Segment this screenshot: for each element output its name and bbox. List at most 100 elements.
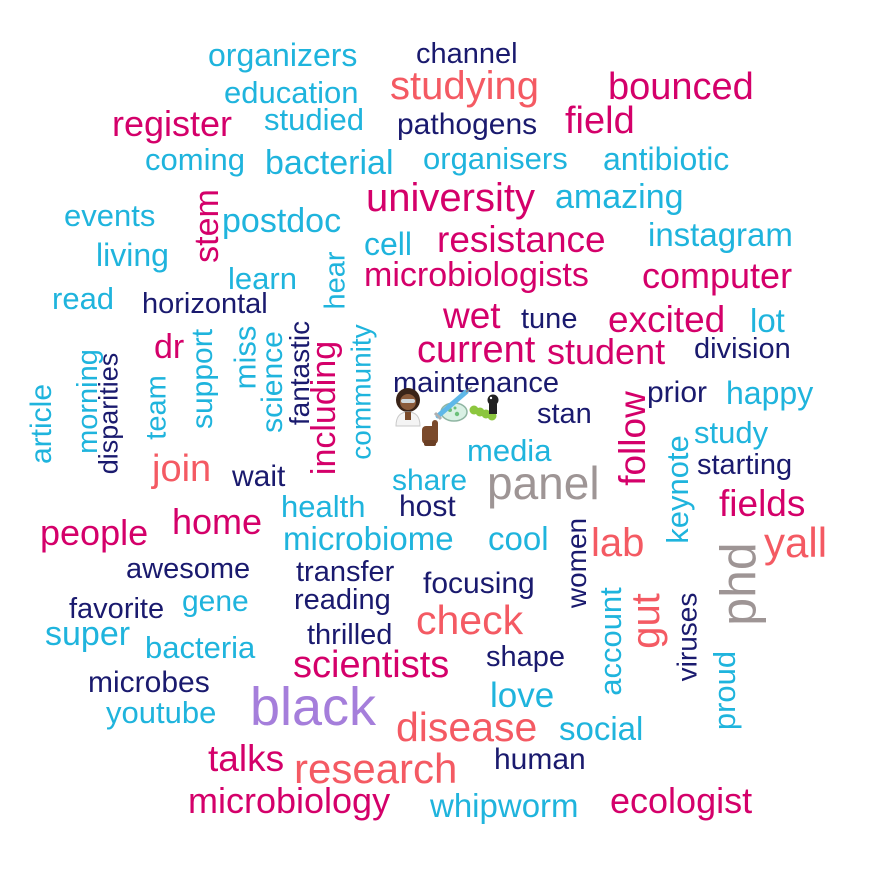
word: check: [416, 597, 524, 643]
word: starting: [697, 449, 793, 481]
word: happy: [726, 375, 814, 411]
word: lab: [591, 521, 645, 565]
word: panel: [487, 457, 600, 509]
woman-scientist-icon: [395, 388, 421, 427]
word: black: [250, 677, 377, 737]
word: host: [399, 490, 456, 523]
word: wet: [443, 295, 501, 336]
word: resistance: [437, 219, 606, 260]
word: maintenance: [393, 367, 560, 399]
word: horizontal: [142, 288, 268, 320]
word: current: [417, 329, 536, 371]
word: ecologist: [610, 780, 753, 821]
word: hear: [319, 251, 352, 310]
word: favorite: [69, 593, 165, 625]
word: lot: [750, 302, 785, 339]
word: coming: [145, 142, 245, 177]
word: awesome: [126, 553, 251, 585]
word: gene: [182, 585, 249, 618]
word: article: [25, 383, 59, 465]
caterpillar-icon: [469, 394, 499, 421]
word: women: [561, 517, 593, 609]
word: follow: [611, 391, 653, 486]
word: keynote: [659, 435, 695, 544]
word: tune: [521, 303, 578, 335]
word: human: [494, 743, 586, 776]
word: media: [467, 433, 552, 468]
word: cool: [488, 520, 549, 557]
word: home: [172, 501, 263, 542]
emoji-cluster: [392, 386, 502, 450]
word: computer: [642, 255, 793, 296]
word: phd: [710, 542, 767, 626]
word: studied: [264, 102, 364, 137]
word: focusing: [423, 567, 535, 600]
word: research: [294, 745, 458, 792]
word: account: [592, 587, 628, 696]
word: people: [40, 512, 149, 553]
word: prior: [647, 376, 708, 409]
word: instagram: [648, 216, 793, 253]
word: bacteria: [145, 630, 256, 665]
word: community: [345, 324, 377, 460]
word: learn: [228, 261, 297, 296]
word: whipworm: [430, 787, 579, 824]
word: yall: [764, 519, 828, 566]
word: team: [140, 375, 173, 440]
word: super: [45, 615, 131, 653]
word: register: [112, 103, 233, 144]
word: bounced: [608, 66, 754, 108]
word: postdoc: [222, 202, 342, 240]
word: health: [281, 489, 366, 524]
word: transfer: [296, 556, 395, 588]
word: dr: [154, 328, 185, 366]
word: field: [565, 100, 635, 142]
word: organisers: [423, 141, 568, 176]
word: organizers: [208, 37, 358, 73]
word: stem: [187, 189, 226, 263]
word: youtube: [106, 695, 217, 730]
word: microbiology: [188, 780, 391, 821]
word: microbiologists: [364, 256, 589, 294]
word: fields: [719, 483, 806, 524]
word: living: [96, 237, 169, 273]
word: support: [186, 328, 220, 430]
pointing-hand-icon: [422, 420, 438, 446]
word: gut: [623, 593, 668, 649]
word: reading: [294, 584, 391, 616]
word: share: [392, 464, 468, 497]
word: microbiome: [283, 520, 454, 557]
word: education: [224, 75, 359, 110]
word: student: [547, 331, 666, 372]
word: bacterial: [265, 144, 394, 182]
word: channel: [416, 38, 518, 70]
word: excited: [608, 299, 726, 340]
word: wait: [232, 460, 286, 493]
word: read: [52, 281, 115, 316]
word: proud: [707, 650, 743, 731]
word: antibiotic: [603, 141, 730, 177]
word: including: [305, 340, 344, 476]
word: amazing: [555, 178, 684, 216]
word: stan: [537, 398, 592, 430]
word: events: [64, 198, 156, 233]
word: university: [366, 176, 535, 220]
word: talks: [208, 738, 285, 779]
word: studying: [390, 64, 539, 108]
word: disease: [396, 704, 538, 750]
syringe-icon: [433, 386, 473, 421]
word: study: [694, 415, 769, 450]
word: scientists: [293, 644, 450, 686]
word: microbes: [88, 666, 210, 699]
word: division: [694, 333, 791, 365]
word: shape: [486, 641, 566, 673]
word: love: [490, 676, 555, 715]
word: viruses: [671, 592, 703, 682]
word: pathogens: [397, 108, 538, 141]
word: disparities: [93, 352, 124, 475]
word: join: [152, 448, 212, 490]
word: cell: [364, 226, 413, 262]
word: social: [559, 710, 644, 747]
word: thrilled: [307, 619, 393, 651]
